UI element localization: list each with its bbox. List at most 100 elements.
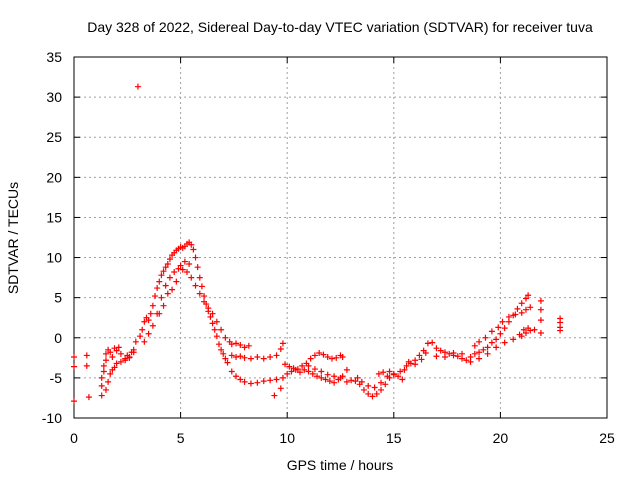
data-point <box>305 368 312 375</box>
data-point <box>117 358 124 365</box>
data-point <box>322 376 329 383</box>
data-point <box>459 350 466 357</box>
y-tick-label: 20 <box>46 169 62 185</box>
data-point <box>471 342 478 349</box>
data-point <box>505 313 512 320</box>
data-point <box>279 374 286 381</box>
data-point <box>173 278 180 285</box>
data-point <box>378 379 385 386</box>
data-point <box>320 351 327 358</box>
data-point <box>299 362 306 369</box>
data-point <box>422 350 429 357</box>
data-point <box>390 371 397 378</box>
data-point <box>324 354 331 361</box>
data-point <box>113 360 120 367</box>
data-point <box>237 376 244 383</box>
data-point <box>152 293 159 300</box>
data-point <box>169 286 176 293</box>
data-point <box>98 374 105 381</box>
data-point <box>501 325 508 332</box>
data-point <box>399 376 406 383</box>
data-point <box>158 272 165 279</box>
data-point <box>71 354 77 361</box>
data-point <box>537 297 544 304</box>
data-point <box>424 340 431 347</box>
data-point <box>228 368 235 375</box>
data-point <box>179 266 186 273</box>
data-point <box>205 305 212 312</box>
data-point <box>102 350 109 357</box>
data-point <box>126 354 133 361</box>
data-point <box>107 349 114 356</box>
data-point <box>273 352 280 359</box>
data-point <box>446 350 453 357</box>
y-tick-labels: -10 -5 0 5 10 15 20 25 30 35 <box>42 49 62 426</box>
data-point <box>522 306 529 313</box>
y-tick-label: 35 <box>46 49 62 65</box>
data-point <box>273 376 280 383</box>
data-point <box>296 369 303 376</box>
data-point <box>527 327 534 334</box>
x-tick-label: 20 <box>493 430 509 446</box>
data-point <box>429 339 436 346</box>
data-point <box>277 346 284 353</box>
data-point <box>71 363 77 370</box>
data-point <box>194 264 201 271</box>
data-point <box>188 241 195 248</box>
data-point <box>512 311 519 318</box>
data-point <box>518 309 525 316</box>
x-tick-label: 10 <box>279 430 295 446</box>
data-point <box>186 260 193 267</box>
data-point <box>220 350 227 357</box>
data-point <box>316 350 323 357</box>
data-point <box>166 274 173 281</box>
data-point <box>247 355 254 362</box>
data-point <box>378 386 385 393</box>
data-point <box>318 374 325 381</box>
data-point <box>395 373 402 380</box>
data-point <box>100 368 107 375</box>
data-point <box>499 318 506 325</box>
data-point <box>141 338 148 345</box>
data-point <box>254 354 261 361</box>
data-point <box>117 350 124 357</box>
data-point <box>484 350 491 357</box>
data-point <box>493 336 500 343</box>
data-point <box>164 260 171 267</box>
data-point <box>525 292 532 299</box>
data-point <box>497 330 504 337</box>
data-point <box>196 274 203 281</box>
data-point <box>245 342 252 349</box>
data-point <box>343 366 350 373</box>
data-point <box>105 378 112 385</box>
data-point <box>207 313 214 320</box>
data-point <box>480 346 487 353</box>
grid <box>74 57 607 418</box>
y-axis-label: SDTVAR / TECUs <box>5 182 21 294</box>
data-point <box>233 373 240 380</box>
data-point <box>160 302 167 309</box>
data-point <box>102 357 109 364</box>
data-point <box>403 362 410 369</box>
data-point <box>71 398 77 405</box>
data-point <box>201 298 208 305</box>
data-point <box>192 282 199 289</box>
data-point <box>433 345 440 352</box>
data-point <box>267 377 274 384</box>
data-point <box>201 293 208 300</box>
data-point <box>433 353 440 360</box>
data-point <box>241 344 248 351</box>
data-point <box>115 344 122 351</box>
data-point <box>326 378 333 385</box>
data-point <box>181 258 188 265</box>
data-point <box>537 329 544 336</box>
y-tick-label: -10 <box>42 410 62 426</box>
y-tick-label: 10 <box>46 250 62 266</box>
data-point <box>373 390 380 397</box>
data-point <box>237 353 244 360</box>
data-point <box>375 370 382 377</box>
data-point <box>111 364 118 371</box>
data-point <box>467 358 474 365</box>
x-axis-label: GPS time / hours <box>287 457 394 473</box>
data-point <box>305 362 312 369</box>
